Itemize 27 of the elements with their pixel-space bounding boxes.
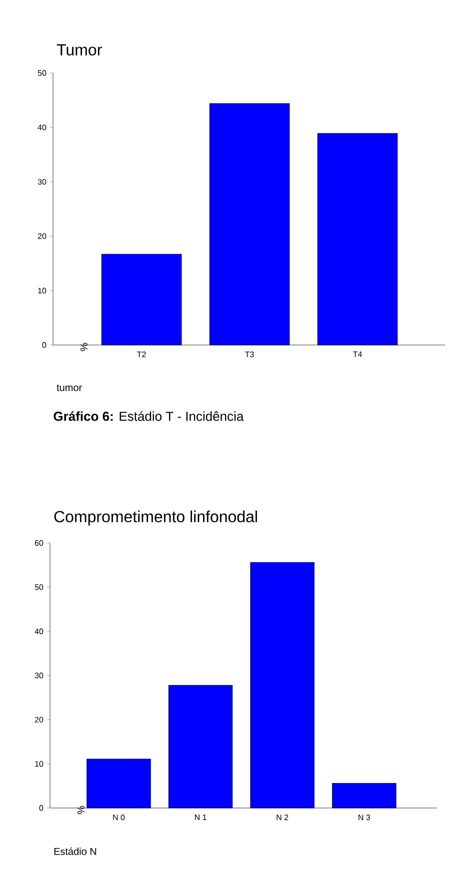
y-tick-label: 40 [34, 628, 44, 634]
y-tick-label: 0 [42, 342, 46, 348]
x-tick-label: N 1 [194, 814, 206, 820]
y-tick-label: 10 [38, 288, 46, 294]
x-tick-label: T3 [245, 352, 254, 358]
y-tick-label: 50 [34, 584, 44, 590]
y-tick-label: 30 [38, 178, 46, 185]
y-tick-label: 40 [38, 124, 46, 130]
y-axis-title: % [80, 342, 88, 352]
text: Gráfico 6: Estádio T - Incidência [54, 411, 244, 421]
x-tick-label: N 0 [113, 814, 125, 820]
x-axis-title: Estádio N [54, 848, 96, 855]
x-tick-label: N 2 [276, 814, 288, 820]
y-axis-title: % [77, 806, 84, 814]
y-tick-label: 30 [34, 672, 44, 678]
chart-title: Comprometimento linfonodal [54, 510, 257, 526]
y-tick-label: 20 [38, 233, 46, 240]
x-tick-label: N 3 [358, 814, 370, 820]
chart-title: Tumor [56, 44, 102, 56]
y-tick-label: 0 [39, 805, 44, 811]
y-tick-label: 50 [38, 70, 46, 76]
x-tick-label: T4 [353, 352, 362, 358]
x-axis-title: tumor [56, 384, 82, 392]
y-tick-label: 20 [34, 716, 44, 722]
y-tick-label: 10 [35, 760, 44, 767]
x-tick-label: T2 [137, 352, 146, 358]
y-tick-label: 60 [34, 540, 44, 546]
